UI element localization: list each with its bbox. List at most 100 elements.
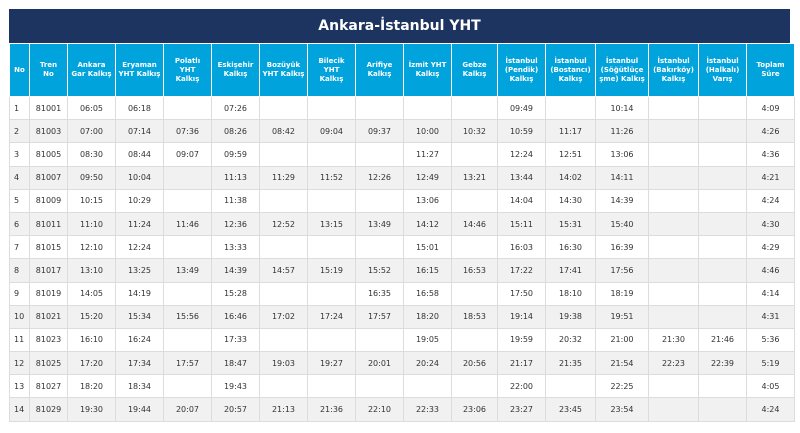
table-cell: 19:14 bbox=[497, 304, 546, 329]
table-cell: 16:24 bbox=[115, 327, 164, 353]
table-cell bbox=[648, 211, 699, 237]
table-cell bbox=[698, 397, 747, 422]
table-cell: 15:11 bbox=[497, 211, 546, 237]
table-cell bbox=[307, 142, 356, 167]
header-row: No Tren No Ankara Gar Kalkış Eryaman YHT Ka… bbox=[9, 43, 795, 97]
table-cell: 17:24 bbox=[307, 304, 356, 329]
table-cell: 14:57 bbox=[259, 258, 308, 283]
table-cell: 10:15 bbox=[67, 188, 116, 213]
table-cell: 13:10 bbox=[67, 258, 116, 283]
table-cell bbox=[307, 281, 356, 306]
table-cell: 10 bbox=[9, 304, 30, 329]
table-row: 12 81025 17:20 17:34 17:57 18:47 19:03 19:27 20:… bbox=[9, 351, 795, 376]
table-cell: 22:33 bbox=[403, 397, 452, 422]
table-row: 9 81019 14:05 14:19 15:28 16:35 16:58 17:50 18:1… bbox=[9, 281, 795, 306]
table-cell: 16:46 bbox=[211, 304, 260, 329]
table-cell bbox=[698, 211, 747, 237]
table-cell: 6 bbox=[9, 211, 30, 237]
timetable: No Tren No Ankara Gar Kalkış Eryaman YHT Ka… bbox=[9, 43, 795, 422]
table-cell: 20:01 bbox=[355, 351, 404, 376]
table-cell: 21:35 bbox=[545, 351, 596, 376]
table-cell: 4:24 bbox=[746, 188, 795, 213]
timetable-panel: Ankara-İstanbul YHT No Tren No Ankara Gar … bbox=[9, 9, 795, 422]
table-cell: 18:10 bbox=[545, 281, 596, 306]
table-cell: 06:18 bbox=[115, 95, 164, 121]
column-header: İstanbul (Pendik) Kalkış bbox=[497, 43, 546, 97]
table-cell: 15:34 bbox=[115, 304, 164, 329]
table-cell: 16:10 bbox=[67, 327, 116, 353]
table-cell bbox=[355, 235, 404, 260]
table-cell: 12:24 bbox=[115, 235, 164, 260]
table-cell: 08:30 bbox=[67, 142, 116, 167]
table-cell: 09:49 bbox=[497, 95, 546, 121]
table-cell: 81029 bbox=[29, 397, 68, 422]
table-cell bbox=[307, 374, 356, 399]
table-cell bbox=[163, 235, 212, 260]
table-cell: 18:53 bbox=[451, 304, 498, 329]
table-cell bbox=[698, 188, 747, 213]
table-cell: 16:03 bbox=[497, 235, 546, 260]
table-cell: 07:00 bbox=[67, 119, 116, 144]
table-cell: 13:44 bbox=[497, 165, 546, 190]
table-cell: 4:29 bbox=[746, 235, 795, 260]
table-cell: 14:11 bbox=[595, 165, 649, 190]
table-row: 8 81017 13:10 13:25 13:49 14:39 14:57 15:19 15:5… bbox=[9, 258, 795, 283]
table-row: 4 81007 09:50 10:04 11:13 11:29 11:52 12:26 12:4… bbox=[9, 165, 795, 190]
table-cell: 19:03 bbox=[259, 351, 308, 376]
table-row: 6 81011 11:10 11:24 11:46 12:36 12:52 13:15 13:4… bbox=[9, 211, 795, 237]
table-cell: 81027 bbox=[29, 374, 68, 399]
table-cell: 4:24 bbox=[746, 397, 795, 422]
table-cell: 13:49 bbox=[163, 258, 212, 283]
table-cell bbox=[648, 235, 699, 260]
table-cell bbox=[163, 374, 212, 399]
table-cell: 21:46 bbox=[698, 327, 747, 353]
table-cell: 09:50 bbox=[67, 165, 116, 190]
table-cell: 19:27 bbox=[307, 351, 356, 376]
table-cell: 1 bbox=[9, 95, 30, 121]
table-cell: 10:32 bbox=[451, 119, 498, 144]
table-cell: 17:33 bbox=[211, 327, 260, 353]
table-cell: 16:35 bbox=[355, 281, 404, 306]
table-cell bbox=[355, 188, 404, 213]
table-cell: 18:19 bbox=[595, 281, 649, 306]
column-header: İstanbul (Halkalı) Varış bbox=[698, 43, 747, 97]
table-cell bbox=[648, 165, 699, 190]
column-header: Polatlı YHT Kalkış bbox=[163, 43, 212, 97]
table-cell bbox=[451, 281, 498, 306]
table-cell bbox=[648, 304, 699, 329]
table-cell: 16:30 bbox=[545, 235, 596, 260]
table-cell: 07:36 bbox=[163, 119, 212, 144]
table-cell: 13:25 bbox=[115, 258, 164, 283]
table-cell: 22:23 bbox=[648, 351, 699, 376]
table-cell: 15:52 bbox=[355, 258, 404, 283]
table-cell: 10:00 bbox=[403, 119, 452, 144]
table-cell: 14:46 bbox=[451, 211, 498, 237]
column-header: Ankara Gar Kalkış bbox=[67, 43, 116, 97]
table-cell: 17:50 bbox=[497, 281, 546, 306]
table-cell: 3 bbox=[9, 142, 30, 167]
table-cell: 09:04 bbox=[307, 119, 356, 144]
table-cell: 9 bbox=[9, 281, 30, 306]
table-cell: 06:05 bbox=[67, 95, 116, 121]
table-cell: 11:29 bbox=[259, 165, 308, 190]
table-cell: 5 bbox=[9, 188, 30, 213]
table-cell: 14:12 bbox=[403, 211, 452, 237]
table-cell: 14:19 bbox=[115, 281, 164, 306]
table-cell bbox=[259, 281, 308, 306]
table-cell: 08:26 bbox=[211, 119, 260, 144]
table-cell: 21:17 bbox=[497, 351, 546, 376]
table-title: Ankara-İstanbul YHT bbox=[9, 9, 790, 43]
table-cell: 22:10 bbox=[355, 397, 404, 422]
table-cell: 18:20 bbox=[403, 304, 452, 329]
table-cell: 14:04 bbox=[497, 188, 546, 213]
table-cell: 13:06 bbox=[403, 188, 452, 213]
table-cell: 81025 bbox=[29, 351, 68, 376]
table-cell: 19:43 bbox=[211, 374, 260, 399]
column-header: Eryaman YHT Kalkış bbox=[115, 43, 164, 97]
table-cell: 07:14 bbox=[115, 119, 164, 144]
column-header: No bbox=[9, 43, 30, 97]
table-cell: 13:15 bbox=[307, 211, 356, 237]
table-cell: 07:26 bbox=[211, 95, 260, 121]
table-cell: 12:24 bbox=[497, 142, 546, 167]
column-header: İstanbul (Söğütlüçe şme) Kalkış bbox=[595, 43, 649, 97]
